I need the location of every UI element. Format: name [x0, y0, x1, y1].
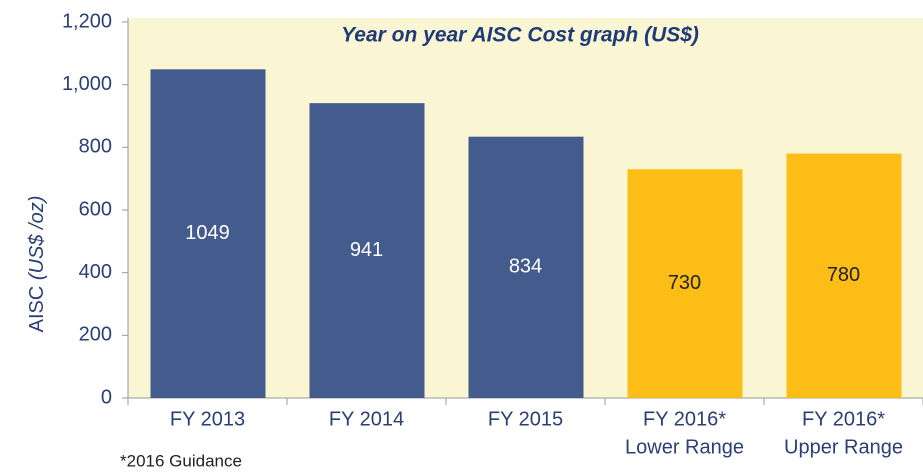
bar	[786, 153, 902, 398]
x-tick-label: FY 2016*	[802, 408, 885, 430]
y-label-unit: (US$ /oz)	[26, 196, 48, 280]
x-tick-label: FY 2015	[488, 408, 563, 430]
y-tick-label: 1,000	[62, 73, 112, 95]
bar	[627, 169, 743, 398]
value-label: 1049	[185, 222, 230, 244]
x-tick-label: Lower Range	[625, 436, 744, 458]
chart-title: Year on year AISC Cost graph (US$)	[341, 24, 699, 47]
x-tick-label: Upper Range	[784, 436, 903, 458]
x-tick-label: FY 2016*	[643, 408, 726, 430]
value-label: 730	[668, 272, 701, 294]
x-tick-label: FY 2014	[329, 408, 404, 430]
y-axis-label: AISC (US$ /oz)	[26, 196, 48, 333]
y-tick-label: 200	[79, 324, 112, 346]
value-label: 780	[827, 264, 860, 286]
y-tick-label: 1,200	[62, 10, 112, 32]
y-tick-label: 0	[101, 386, 112, 408]
value-label: 834	[509, 256, 542, 278]
y-label-text: AISC	[26, 286, 48, 333]
bar	[309, 103, 425, 399]
bar	[468, 136, 584, 398]
x-tick-label: FY 2013	[170, 408, 245, 430]
footnote: *2016 Guidance	[120, 451, 242, 470]
y-tick-label: 800	[79, 136, 112, 158]
y-tick-label: 400	[79, 261, 112, 283]
value-label: 941	[350, 239, 383, 261]
bar	[150, 69, 266, 399]
y-tick-label: 600	[79, 198, 112, 220]
